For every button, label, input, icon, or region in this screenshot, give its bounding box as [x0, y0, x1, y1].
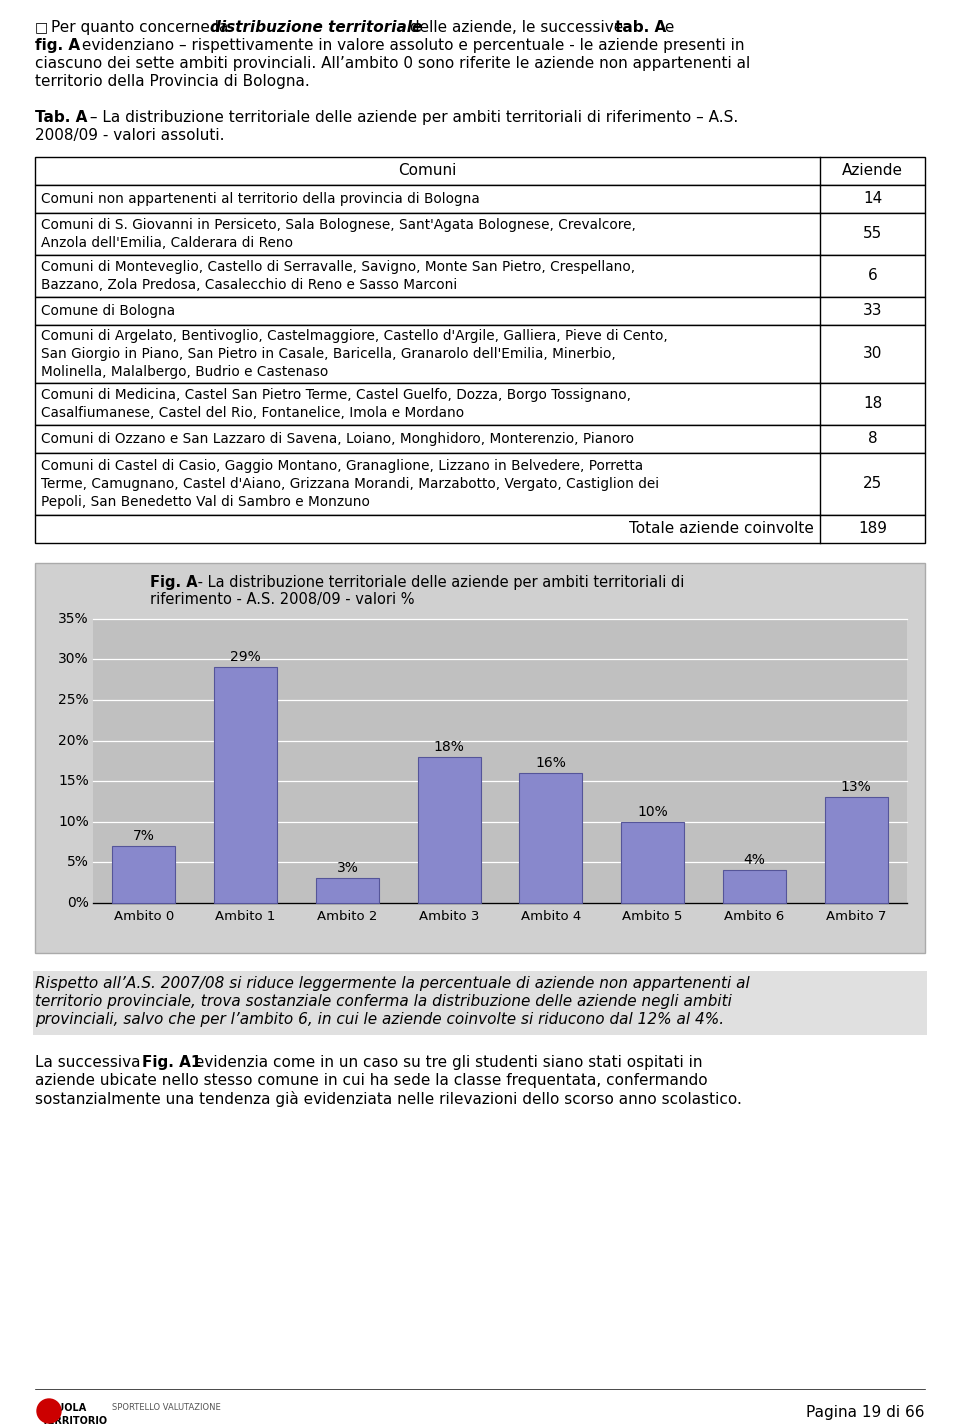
Text: 13%: 13%	[841, 781, 872, 795]
Text: 3%: 3%	[336, 862, 358, 875]
Bar	[35, 515, 925, 542]
Text: 30: 30	[863, 347, 882, 361]
Bar	[35, 452, 925, 515]
Text: Comune di Bologna: Comune di Bologna	[41, 304, 175, 318]
Text: e: e	[660, 20, 674, 36]
Text: Ambito 7: Ambito 7	[826, 910, 886, 923]
Text: – La distribuzione territoriale delle aziende per ambiti territoriali di riferim: – La distribuzione territoriale delle az…	[85, 110, 738, 126]
Bar	[35, 213, 925, 255]
Bar	[35, 325, 925, 382]
Text: Comuni di Ozzano e San Lazzaro di Savena, Loiano, Monghidoro, Monterenzio, Piano: Comuni di Ozzano e San Lazzaro di Savena…	[41, 432, 634, 445]
Text: Tab. A: Tab. A	[35, 110, 87, 126]
Text: 29%: 29%	[230, 651, 261, 665]
Text: aziende ubicate nello stesso comune in cui ha sede la classe frequentata, confer: aziende ubicate nello stesso comune in c…	[35, 1073, 708, 1087]
Bar	[621, 822, 684, 903]
Text: Ambito 0: Ambito 0	[113, 910, 174, 923]
Text: ciascuno dei sette ambiti provinciali. All’ambito 0 sono riferite le aziende non: ciascuno dei sette ambiti provinciali. A…	[35, 56, 751, 71]
Text: evidenziano – rispettivamente in valore assoluto e percentuale - le aziende pres: evidenziano – rispettivamente in valore …	[77, 39, 745, 53]
Text: delle aziende, le successive: delle aziende, le successive	[405, 20, 633, 36]
Text: La successiva: La successiva	[35, 1055, 145, 1070]
Text: territorio provinciale, trova sostanziale conferma la distribuzione delle aziend: territorio provinciale, trova sostanzial…	[35, 993, 732, 1009]
Bar	[33, 970, 927, 1035]
Bar	[112, 846, 176, 903]
Text: 30%: 30%	[59, 652, 89, 666]
Text: Per quanto concerne la: Per quanto concerne la	[51, 20, 233, 36]
Text: 6: 6	[868, 268, 877, 284]
Text: Comuni di S. Giovanni in Persiceto, Sala Bolognese, Sant'Agata Bolognese, Creval: Comuni di S. Giovanni in Persiceto, Sala…	[41, 218, 636, 250]
Bar	[418, 756, 481, 903]
Text: 10%: 10%	[637, 805, 668, 819]
Bar	[214, 668, 277, 903]
Text: 5%: 5%	[67, 855, 89, 869]
Bar	[35, 297, 925, 325]
Text: Comuni di Castel di Casio, Gaggio Montano, Granaglione, Lizzano in Belvedere, Po: Comuni di Castel di Casio, Gaggio Montan…	[41, 459, 660, 508]
Text: 14: 14	[863, 191, 882, 207]
Text: 35%: 35%	[59, 612, 89, 626]
Text: territorio della Provincia di Bologna.: territorio della Provincia di Bologna.	[35, 74, 310, 88]
Text: Ambito 3: Ambito 3	[419, 910, 479, 923]
Text: Totale aziende coinvolte: Totale aziende coinvolte	[629, 521, 814, 537]
Bar	[35, 255, 925, 297]
Text: provinciali, salvo che per l’ambito 6, in cui le aziende coinvolte si riducono d: provinciali, salvo che per l’ambito 6, i…	[35, 1012, 724, 1027]
Text: - La distribuzione territoriale delle aziende per ambiti territoriali di: - La distribuzione territoriale delle az…	[193, 575, 684, 589]
Text: 16%: 16%	[536, 756, 566, 771]
Text: 2008/09 - valori assoluti.: 2008/09 - valori assoluti.	[35, 128, 225, 143]
Text: SCUOLA
TERRITORIO
LAVORO: SCUOLA TERRITORIO LAVORO	[42, 1403, 108, 1427]
Text: Comuni: Comuni	[398, 163, 457, 178]
Text: 7%: 7%	[132, 829, 155, 843]
Text: Comuni di Monteveglio, Castello di Serravalle, Savigno, Monte San Pietro, Crespe: Comuni di Monteveglio, Castello di Serra…	[41, 260, 636, 291]
Text: Comuni di Medicina, Castel San Pietro Terme, Castel Guelfo, Dozza, Borgo Tossign: Comuni di Medicina, Castel San Pietro Te…	[41, 388, 631, 420]
Text: distribuzione territoriale: distribuzione territoriale	[210, 20, 422, 36]
Text: 0%: 0%	[67, 896, 89, 910]
Text: 15%: 15%	[59, 773, 89, 788]
Text: Fig. A: Fig. A	[150, 575, 198, 589]
Bar	[519, 773, 583, 903]
Text: Ambito 6: Ambito 6	[724, 910, 784, 923]
Text: 189: 189	[858, 521, 887, 537]
Text: SPORTELLO VALUTAZIONE: SPORTELLO VALUTAZIONE	[112, 1403, 221, 1411]
Text: 18%: 18%	[434, 739, 465, 753]
Bar	[723, 870, 786, 903]
Text: □: □	[35, 20, 48, 34]
Text: fig. A: fig. A	[35, 39, 80, 53]
Bar	[35, 157, 925, 186]
Bar	[316, 879, 379, 903]
Text: 8: 8	[868, 431, 877, 447]
Text: Comuni di Argelato, Bentivoglio, Castelmaggiore, Castello d'Argile, Galliera, Pi: Comuni di Argelato, Bentivoglio, Castelm…	[41, 330, 668, 378]
Bar	[35, 186, 925, 213]
Text: Ambito 4: Ambito 4	[520, 910, 581, 923]
Text: sostanzialmente una tendenza già evidenziata nelle rilevazioni dello scorso anno: sostanzialmente una tendenza già evidenz…	[35, 1090, 742, 1107]
Text: Pagina 19 di 66: Pagina 19 di 66	[806, 1406, 925, 1420]
Bar	[35, 425, 925, 452]
Text: 4%: 4%	[743, 853, 765, 868]
Text: 20%: 20%	[59, 733, 89, 748]
Text: Ambito 2: Ambito 2	[317, 910, 377, 923]
Text: Ambito 5: Ambito 5	[622, 910, 683, 923]
Text: Aziende: Aziende	[842, 163, 903, 178]
Text: 25: 25	[863, 477, 882, 491]
Text: Ambito 1: Ambito 1	[215, 910, 276, 923]
Text: Fig. A1: Fig. A1	[142, 1055, 202, 1070]
Text: evidenzia come in un caso su tre gli studenti siano stati ospitati in: evidenzia come in un caso su tre gli stu…	[190, 1055, 703, 1070]
Text: 33: 33	[863, 304, 882, 318]
Circle shape	[37, 1398, 61, 1423]
Bar	[35, 562, 925, 953]
Bar	[93, 619, 907, 903]
Bar	[825, 798, 888, 903]
Text: Comuni non appartenenti al territorio della provincia di Bologna: Comuni non appartenenti al territorio de…	[41, 191, 480, 205]
Text: 25%: 25%	[59, 694, 89, 706]
Text: Rispetto all’A.S. 2007/08 si riduce leggermente la percentuale di aziende non ap: Rispetto all’A.S. 2007/08 si riduce legg…	[35, 976, 750, 990]
Text: riferimento - A.S. 2008/09 - valori %: riferimento - A.S. 2008/09 - valori %	[150, 592, 415, 606]
Text: 55: 55	[863, 227, 882, 241]
Text: 10%: 10%	[59, 815, 89, 829]
Bar	[35, 382, 925, 425]
Text: tab. A: tab. A	[615, 20, 666, 36]
Text: 18: 18	[863, 397, 882, 411]
